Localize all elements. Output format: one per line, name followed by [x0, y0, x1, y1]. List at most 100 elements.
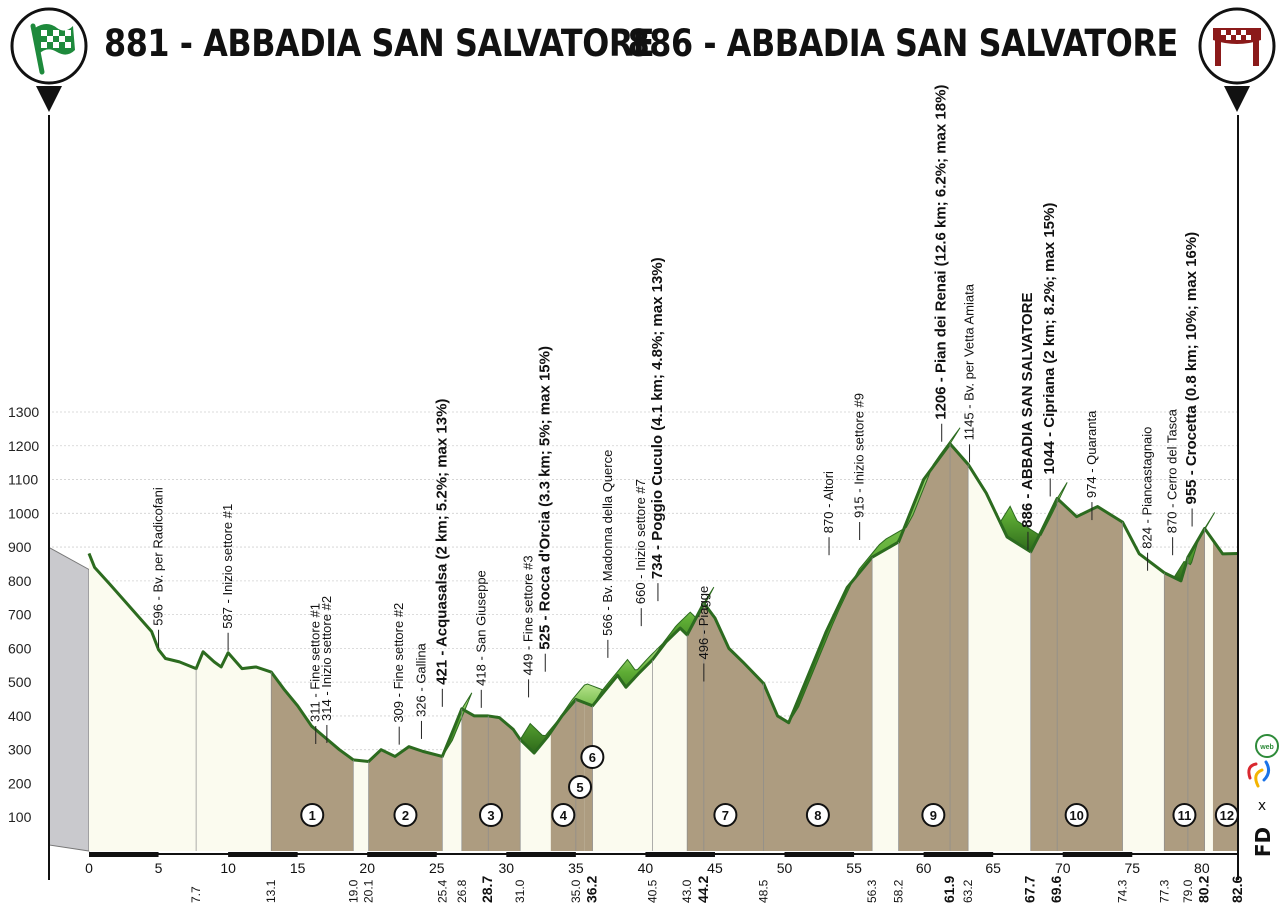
sector-badge [479, 803, 504, 827]
sector-area [1164, 528, 1205, 851]
y-tick-label: 1100 [8, 472, 38, 488]
sector-badge-label: 10 [1069, 808, 1083, 823]
y-tick-label: 800 [8, 573, 32, 589]
start-offset-wedge [48, 546, 90, 852]
sector-badge-label: 6 [589, 750, 596, 765]
km-marker-label: 28.7 [479, 876, 495, 903]
x-tick-label: 65 [985, 860, 1001, 876]
sector-badge-label: 9 [930, 808, 937, 823]
waypoint-label: 870 - Cerro del Tasca [1165, 408, 1180, 533]
checkered-flag-icon [30, 23, 75, 75]
y-tick-label: 100 [8, 809, 32, 825]
sector-area [1212, 540, 1238, 851]
km-marker-label: 7.7 [189, 886, 203, 903]
waypoint-label: 915 - Inizio settore #9 [852, 393, 867, 518]
x-tick-label: 5 [155, 860, 163, 876]
x-tick-label: 80 [1194, 860, 1210, 876]
sector-badge [921, 803, 946, 827]
gravel-sectors [271, 444, 1238, 851]
x-tick-label: 20 [359, 860, 375, 876]
sector-badge [1172, 803, 1197, 827]
sector-area [584, 702, 593, 851]
x-tick-label: 30 [499, 860, 515, 876]
start-location-title: 881 - ABBADIA SAN SALVATORE [104, 22, 655, 65]
waypoint-label: 1145 - Bv. per Vetta Amiata [962, 283, 977, 440]
km-marker-label: 26.8 [455, 879, 469, 903]
km-marker-label: 13.1 [264, 879, 278, 903]
finish-pin [1197, 6, 1277, 118]
sector-area [898, 444, 969, 851]
sector-area [763, 557, 873, 851]
sector-badge-label: 3 [487, 808, 494, 823]
x-axis: 0 5 10 15 20 25 30 35 40 45 50 55 60 65 70 75 80 [85, 852, 1238, 876]
waypoint-lines [195, 443, 1205, 851]
km-marker-labels: 7.7 13.1 19.0 20.1 25.4 26.8 28.7 31.0 35.0 36.2 4… [189, 876, 1245, 903]
logo-x-text: x [1258, 798, 1266, 814]
x-tick-label: 10 [220, 860, 236, 876]
sector-area [1030, 499, 1123, 851]
x-axis-segment [784, 852, 855, 857]
y-tick-label: 500 [8, 674, 32, 690]
sector-badge-label: 4 [560, 808, 568, 823]
km-marker-label: 69.6 [1048, 876, 1064, 903]
x-tick-label: 75 [1124, 860, 1140, 876]
y-tick-label: 900 [8, 539, 32, 555]
waypoint-label: 660 - Inizio settore #7 [633, 479, 648, 604]
waypoint-label: 421 - Acquasalsa (2 km; 5.2%; max 13%) [433, 399, 450, 685]
logo-web-text: web [1259, 744, 1274, 751]
sector-badge [1064, 803, 1089, 827]
x-tick-label: 55 [846, 860, 862, 876]
y-tick-label: 1200 [8, 438, 39, 454]
y-tick-label: 400 [8, 708, 32, 724]
y-tick-label: 700 [8, 607, 32, 623]
waypoint-label: 326 - Gallina [413, 642, 428, 716]
waypoint-label: 824 - Piancastagnaio [1140, 427, 1155, 549]
km-marker-label: 77.3 [1157, 879, 1171, 903]
km-marker-label: 25.4 [435, 879, 449, 903]
waypoint-label: 870 - Altori [821, 471, 836, 533]
km-marker-label: 67.7 [1022, 876, 1038, 903]
x-axis-segment [228, 852, 298, 857]
sector-area [461, 708, 521, 851]
sector-area [687, 604, 764, 851]
sector-badge-label: 1 [309, 808, 316, 823]
km-marker-label: 79.0 [1181, 879, 1195, 903]
x-tick-label: 70 [1055, 860, 1071, 876]
km-marker-label: 80.2 [1196, 876, 1212, 903]
x-tick-label: 0 [85, 860, 93, 876]
sector-badge-label: 8 [814, 808, 821, 823]
km-marker-label: 58.2 [892, 879, 906, 903]
start-pin [9, 6, 89, 118]
profile-outline [87, 442, 1239, 764]
waypoint-label: 314 - Inizio settore #2 [319, 596, 334, 721]
sector-badge [300, 803, 325, 827]
finish-arch-icon [1213, 28, 1261, 66]
km-marker-label: 43.0 [680, 879, 694, 903]
waypoint-label: 734 - Poggio Cuculo (4.1 km; 4.8%; max 1… [649, 257, 666, 579]
km-marker-label: 63.2 [961, 879, 975, 903]
waypoint-label: 587 - Inizio settore #1 [220, 504, 235, 629]
km-marker-label: 20.1 [362, 879, 376, 903]
x-axis-segment [923, 852, 994, 857]
waypoint-label: 955 - Crocetta (0.8 km; 10%; max 16%) [1183, 232, 1200, 505]
profile-line [87, 442, 1239, 764]
waypoint-labels: 596 - Bv. per Radicofani 587 - Inizio set… [151, 85, 1200, 745]
finish-location-title: 886 - ABBADIA SAN SALVATORE [627, 22, 1179, 65]
waypoint-label: 974 - Quaranta [1084, 410, 1099, 498]
sector-badge [568, 775, 593, 799]
start-wedge [48, 546, 90, 852]
x-axis-segment [367, 852, 437, 857]
sector-badge [393, 803, 418, 827]
x-tick-label: 45 [707, 860, 723, 876]
km-marker-label: 36.2 [584, 876, 600, 903]
sector-badge-label: 11 [1178, 808, 1192, 823]
x-tick-label: 40 [638, 860, 654, 876]
y-tick-label: 200 [8, 775, 32, 791]
waypoint-label: 886 - ABBADIA SAN SALVATORE [1019, 292, 1036, 527]
km-marker-label: 40.5 [645, 879, 659, 903]
x-axis-segment [1062, 852, 1133, 857]
km-marker-label: 35.0 [569, 879, 583, 903]
waypoint-label: 496 - Piagge [696, 586, 711, 660]
sector-badge [580, 745, 605, 769]
